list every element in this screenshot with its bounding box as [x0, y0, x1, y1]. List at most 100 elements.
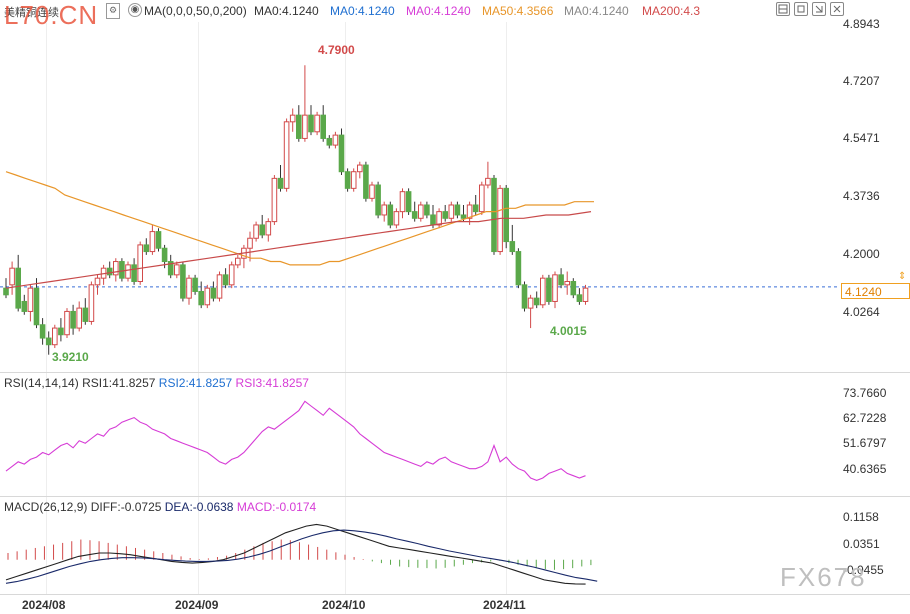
ma-value-3: MA0:4.1240 — [406, 4, 471, 18]
candle-body — [485, 177, 491, 186]
candle-body — [296, 114, 302, 139]
candle-body — [411, 211, 418, 219]
candle-body — [210, 287, 217, 299]
rsi-tick: 73.7660 — [843, 386, 887, 400]
candle-body — [491, 177, 497, 253]
ma50-line — [5, 171, 594, 266]
grid-line — [506, 22, 507, 594]
date-tick: 2024/10 — [322, 598, 366, 612]
candle-body — [558, 274, 564, 286]
candle-body — [174, 264, 180, 276]
candle-body — [131, 264, 137, 283]
expand-icon[interactable] — [776, 2, 790, 16]
macd-tick: 0.1158 — [843, 510, 879, 524]
candle-body — [167, 261, 174, 276]
candle-body — [527, 297, 534, 309]
candle-body — [326, 137, 333, 146]
date-tick: 2024/08 — [22, 598, 66, 612]
candle-body — [125, 264, 131, 279]
candle-body — [76, 307, 83, 329]
price-tick: 4.2000 — [843, 247, 880, 261]
candle-body — [576, 294, 583, 302]
grid-line — [345, 22, 346, 594]
candle-body — [113, 261, 119, 276]
candle-body — [27, 287, 34, 312]
candle-body — [424, 204, 430, 216]
candle-body — [552, 274, 558, 302]
candle-body — [277, 177, 284, 189]
candle-body — [70, 310, 76, 329]
candle-body — [247, 237, 253, 249]
macd-title: MACD(26,12,9) — [4, 500, 88, 514]
candle-body — [82, 307, 89, 322]
candle-body — [216, 274, 223, 299]
candle-body — [143, 244, 150, 253]
candle-body — [393, 211, 400, 226]
candle-body — [582, 287, 589, 302]
candle-body — [180, 264, 186, 299]
candle-body — [119, 261, 125, 279]
ma-value-5: MA0:4.1240 — [564, 4, 629, 18]
settings-icon[interactable]: ⚙ — [106, 3, 120, 19]
rsi3-value: RSI3:41.8257 — [235, 376, 309, 390]
low-annotation-right: 4.0015 — [550, 324, 587, 338]
candle-body — [430, 214, 436, 226]
candle-body — [472, 204, 479, 213]
price-arrow-icon: ⇕ — [898, 271, 907, 282]
candle-body — [564, 281, 571, 286]
close-icon[interactable] — [830, 2, 844, 16]
candle-body — [155, 231, 162, 249]
candle-body — [94, 277, 101, 286]
candle-body — [375, 184, 381, 216]
rsi-tick: 62.7228 — [843, 411, 887, 425]
rsi-header: RSI(14,14,14) RSI1:41.8257 RSI2:41.8257 … — [4, 376, 309, 390]
candle-body — [21, 300, 28, 312]
rsi-line — [5, 400, 586, 481]
candle-body — [39, 324, 46, 339]
candle-body — [228, 264, 235, 286]
low-annotation-left: 3.9210 — [52, 350, 89, 364]
candle-body — [338, 134, 345, 173]
macd-dea-line — [5, 529, 598, 584]
minimize-icon[interactable] — [812, 2, 826, 16]
restore-icon[interactable] — [794, 2, 808, 16]
candle-body — [381, 204, 387, 216]
candle-body — [235, 257, 241, 266]
grid-line — [46, 22, 47, 594]
ma200-line — [5, 211, 592, 289]
candle-body — [186, 277, 192, 299]
site-watermark: L70.CN — [4, 0, 99, 30]
candle-body — [503, 187, 509, 243]
panel-divider — [0, 594, 910, 595]
candle-body — [9, 267, 15, 286]
macd-diff-line — [5, 523, 586, 585]
candle-body — [192, 277, 198, 292]
macd-header: MACD(26,12,9) DIFF:-0.0725 DEA:-0.0638 M… — [4, 500, 316, 514]
candle-body — [357, 164, 363, 173]
macd-tick: -0.0455 — [843, 563, 884, 577]
candle-body — [466, 204, 473, 219]
candle-body — [521, 284, 528, 309]
candle-body — [509, 241, 516, 253]
candle-body — [399, 191, 406, 213]
candle-body — [442, 211, 448, 219]
candle-body — [308, 114, 314, 133]
candle-body — [363, 164, 369, 199]
candle-body — [369, 184, 375, 199]
candle-body — [418, 204, 424, 219]
panel-divider — [0, 496, 910, 497]
price-tick: 4.0264 — [843, 305, 880, 319]
rsi2-value: RSI2:41.8257 — [158, 376, 233, 390]
candle-body — [515, 251, 522, 286]
eye-icon[interactable]: ◉ — [128, 3, 142, 17]
price-tick: 4.5471 — [843, 131, 880, 145]
candle-body — [161, 247, 168, 263]
rsi-tick: 40.6365 — [843, 462, 887, 476]
symbol-label[interactable]: 美精铜连续 — [4, 7, 59, 19]
candle-body — [58, 327, 64, 336]
candle-body — [265, 221, 272, 236]
ma-value-1: MA0:4.1240 — [254, 4, 319, 18]
high-annotation: 4.7900 — [318, 43, 355, 57]
candle-body — [344, 171, 351, 189]
